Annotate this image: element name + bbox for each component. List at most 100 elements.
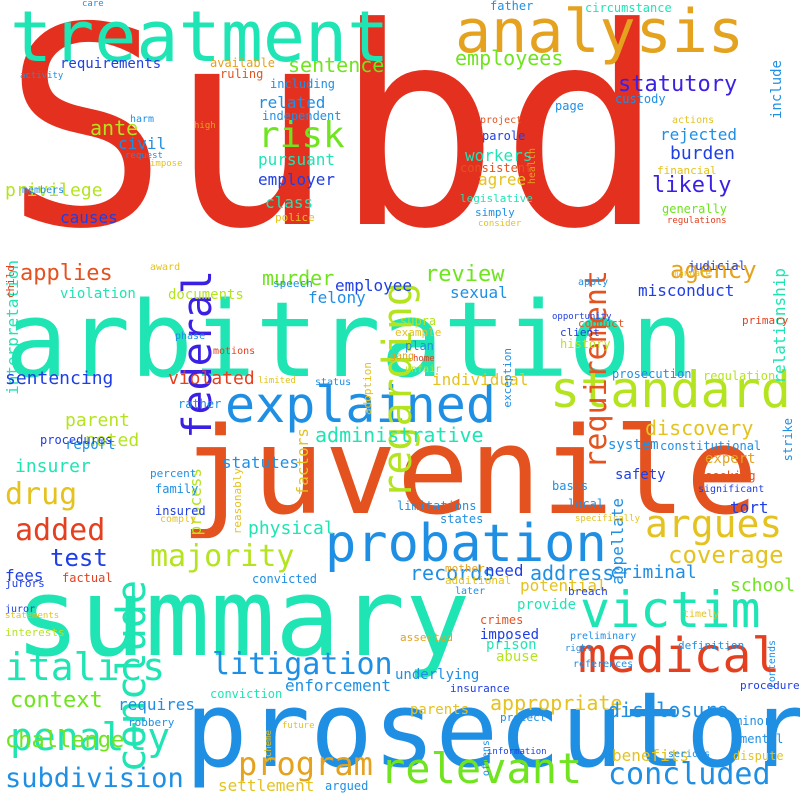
- word-percent: percent: [150, 467, 197, 480]
- word-activity: activity: [20, 71, 64, 81]
- word-procedure: procedure: [740, 679, 800, 692]
- word-adoption: adoption: [361, 362, 374, 415]
- word-legislative: legislative: [460, 192, 533, 205]
- word-dispute: dispute: [733, 749, 784, 763]
- word-drug: drug: [5, 477, 78, 512]
- word-jurors: jurors: [5, 577, 45, 590]
- word-underlying: underlying: [395, 667, 480, 683]
- word-opportunity: opportunity: [552, 312, 612, 322]
- word-factors: factors: [293, 428, 312, 496]
- word-unfair: unfair: [405, 364, 442, 375]
- word-additional: additional: [445, 574, 512, 587]
- word-supra: supra: [400, 314, 437, 328]
- word-crimes: crimes: [480, 613, 524, 627]
- word-father: father: [490, 0, 534, 13]
- word-insurer: insurer: [15, 456, 91, 477]
- word-independent: independent: [262, 109, 342, 123]
- word-preliminary: preliminary: [570, 631, 637, 642]
- word-judicial: judicial: [688, 259, 746, 273]
- word-school: school: [730, 575, 796, 596]
- word-litigation: litigation: [212, 647, 393, 682]
- word-agency: agency: [670, 256, 757, 284]
- word-argues: argues: [645, 502, 783, 546]
- word-concluded: concluded: [608, 757, 771, 792]
- word-argued: argued: [325, 779, 369, 793]
- word-scheme: scheme: [264, 730, 274, 763]
- word-phase: phase: [175, 331, 206, 342]
- word-prison: prison: [486, 637, 537, 653]
- word-prosecution: prosecution: [612, 367, 692, 381]
- word-request: request: [125, 151, 163, 161]
- word-analysis: analysis: [455, 0, 744, 67]
- word-rejected: rejected: [660, 125, 738, 144]
- word-murder: murder: [262, 266, 335, 290]
- word-ruling: ruling: [220, 67, 264, 81]
- word-penalty: penalty: [10, 715, 171, 759]
- word-gang: gang: [390, 351, 415, 362]
- word-basis: basis: [552, 479, 589, 493]
- word-strike: strike: [781, 418, 795, 462]
- word-ante: ante: [90, 116, 139, 140]
- word-reasonably: reasonably: [231, 468, 244, 535]
- word-agree: agree: [478, 170, 527, 189]
- word-applies: applies: [20, 261, 113, 286]
- word-factual: factual: [62, 571, 113, 585]
- word-circumstance: circumstance: [585, 1, 672, 15]
- word-sexual: sexual: [450, 283, 508, 302]
- word-award: award: [150, 262, 181, 273]
- word-limitations: limitations: [397, 499, 477, 513]
- word-regulations: regulations: [667, 216, 727, 226]
- word-serious: serious: [668, 749, 711, 760]
- word-financial: financial: [657, 164, 717, 177]
- word-information: information: [487, 747, 547, 757]
- word-employee: employee: [335, 276, 413, 295]
- word-breach: breach: [568, 585, 608, 598]
- word-health: health: [527, 148, 538, 185]
- word-custody: custody: [615, 92, 666, 106]
- word-significant: significant: [698, 484, 765, 495]
- word-harm: harm: [130, 114, 155, 125]
- word-fees: fees: [5, 566, 44, 585]
- word-appellate: appellate: [608, 498, 627, 585]
- word-convicted: convicted: [252, 572, 318, 586]
- word-conviction: conviction: [210, 687, 283, 701]
- word-civil: civil: [118, 134, 167, 153]
- word-definition: definition: [678, 639, 745, 652]
- word-probation: probation: [325, 514, 607, 574]
- word-care: care: [82, 0, 104, 9]
- word-review: review: [425, 262, 505, 287]
- word-future: future: [282, 721, 315, 731]
- word-provide: provide: [517, 597, 577, 613]
- word-requirements: requirements: [60, 56, 162, 72]
- word-comply: comply: [160, 514, 197, 525]
- word-discovery: discovery: [645, 416, 754, 440]
- word-felony: felony: [308, 288, 366, 307]
- word-states: states: [440, 512, 484, 526]
- word-include: include: [769, 60, 785, 120]
- word-mandate: mandate: [673, 269, 711, 279]
- word-individual: individual: [432, 370, 529, 389]
- word-medical: medical: [578, 628, 781, 684]
- word-safety: safety: [615, 467, 666, 483]
- word-explained: explained: [225, 376, 496, 434]
- word-disclosure: disclosure: [608, 698, 729, 722]
- word-protect: protect: [500, 711, 547, 724]
- word-subdivision: subdivision: [5, 763, 184, 794]
- word-victim: victim: [580, 581, 761, 639]
- word-employer: employer: [258, 170, 336, 189]
- word-imposed: imposed: [480, 627, 540, 643]
- word-status: status: [315, 377, 352, 388]
- word-tort: tort: [730, 498, 769, 517]
- word-procedures: procedures: [40, 433, 113, 447]
- word-mother: mother: [445, 562, 485, 575]
- word-high: high: [194, 121, 216, 131]
- word-asserted: asserted: [400, 631, 453, 644]
- word-treatment: treatment: [10, 0, 390, 78]
- word-including: including: [270, 77, 336, 91]
- word-specifically: specifically: [575, 514, 641, 524]
- word-impose: impose: [150, 159, 183, 169]
- word-references: references: [573, 659, 634, 670]
- word-local: local: [568, 497, 605, 511]
- word-privilege: privilege: [5, 180, 103, 201]
- word-robbery: robbery: [128, 716, 175, 729]
